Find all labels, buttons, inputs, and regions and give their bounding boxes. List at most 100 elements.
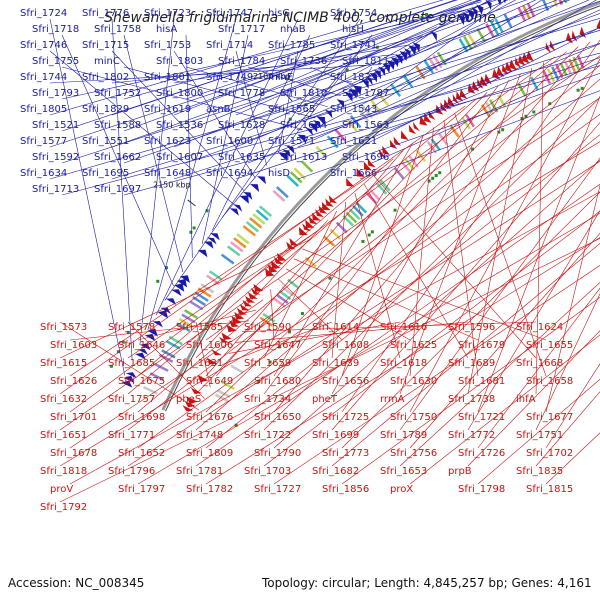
leader-line [285, 268, 411, 341]
forward-gene [197, 249, 208, 258]
gene-label: Sfri_1815 [526, 484, 573, 495]
cog-band [335, 221, 348, 234]
cog-band [221, 381, 235, 390]
leader-line [123, 0, 600, 164]
leader-line [366, 66, 373, 75]
gene-label: Sfri_1787 [342, 88, 389, 99]
gene-label: Sfri_1694 [206, 168, 253, 179]
cog-band [430, 138, 441, 151]
cog-band [377, 92, 389, 107]
gene-label: Sfri_1726 [458, 448, 505, 459]
cog-band [189, 300, 204, 311]
cog-band [369, 98, 382, 113]
leader-line [443, 120, 479, 377]
forward-gene [206, 237, 217, 245]
gene-label: Sfri_1573 [40, 322, 87, 333]
cog-band [183, 309, 199, 320]
leader-line [297, 73, 600, 180]
forward-gene [278, 152, 288, 162]
cog-band [329, 228, 342, 240]
reverse-gene [190, 387, 202, 395]
forward-gene [203, 241, 214, 249]
rna-marker [367, 233, 371, 237]
gene-label: Sfri_1738 [448, 394, 495, 405]
forward-gene [210, 233, 220, 241]
leader-line [331, 201, 346, 359]
gene-label: Sfri_1679 [458, 340, 505, 351]
cog-band [242, 225, 256, 237]
rna-marker [328, 276, 332, 280]
cog-band [259, 205, 273, 218]
leader-line [467, 210, 600, 431]
gene-label: hisD [268, 168, 290, 179]
gene-label: Sfri_1662 [94, 152, 141, 163]
gene-label: Sfri_1613 [280, 152, 327, 163]
leader-line [309, 43, 600, 164]
gene-label: Sfri_1621 [330, 136, 377, 147]
leader-line [49, 64, 381, 84]
reverse-gene [467, 83, 476, 94]
summary-text: Topology: circular; Length: 4,845,257 bp… [261, 576, 592, 590]
rna-marker [370, 230, 374, 234]
leader-line [241, 321, 537, 332]
cog-band [426, 140, 438, 154]
tick-mark [187, 199, 196, 207]
cog-band [517, 83, 527, 97]
gene-label: Sfri_1803 [156, 56, 203, 67]
cog-band [275, 186, 289, 199]
gene-label: Sfri_1592 [32, 152, 79, 163]
forward-gene [257, 176, 266, 185]
leader-line [359, 90, 600, 180]
gene-label: Sfri_1676 [186, 412, 233, 423]
gene-label: Sfri_1717 [218, 24, 265, 35]
cog-band [290, 171, 303, 184]
gene-label: Sfri_1753 [144, 40, 191, 51]
gene-label: Sfri_1639 [312, 358, 359, 369]
leader-line [545, 363, 600, 449]
cog-band [149, 372, 165, 381]
cog-band [489, 20, 500, 36]
rna-marker [234, 423, 238, 427]
tick-label: 2150 kbp [153, 181, 191, 190]
gene-label: Sfri_1631 [176, 358, 223, 369]
gene-label: Sfri_1810 [280, 88, 327, 99]
leader-line [297, 26, 438, 84]
forward-gene [171, 289, 182, 297]
leader-line [127, 98, 477, 395]
cog-band [438, 132, 449, 146]
leader-line [273, 264, 600, 485]
gene-label: Sfri_1718 [32, 24, 79, 35]
cog-band [178, 317, 193, 328]
gene-label: Sfri_1698 [118, 412, 165, 423]
cog-band [517, 7, 527, 22]
reverse-gene [356, 168, 365, 177]
gene-label: Sfri_1757 [108, 394, 155, 405]
leader-line [123, 66, 316, 119]
leader-line [205, 46, 579, 413]
gene-label: Sfri_1634 [20, 168, 67, 179]
gene-label: Sfri_1677 [526, 412, 573, 423]
gene-label: Sfri_1747 [206, 8, 253, 19]
gene-label: Sfri_1563 [342, 120, 389, 131]
gene-label: Sfri_1626 [50, 376, 97, 387]
cog-band [393, 167, 405, 180]
gene-label: Sfri_1701 [50, 412, 97, 423]
leader-line [59, 141, 600, 467]
gene-label: Sfri_1628 [218, 120, 265, 131]
leader-line [341, 297, 600, 485]
leader-line [235, 35, 423, 84]
cog-band [154, 362, 169, 372]
gene-label: Sfri_1697 [94, 184, 141, 195]
leader-line [409, 58, 600, 413]
gene-label: Sfri_1607 [156, 152, 203, 163]
gene-label: Sfri_1724 [20, 8, 67, 19]
leader-line [137, 113, 600, 449]
reverse-gene [459, 88, 468, 99]
rna-marker [109, 364, 113, 368]
cog-band [379, 179, 391, 192]
forward-gene [352, 85, 362, 96]
leader-line [69, 320, 249, 341]
cog-band [428, 57, 439, 72]
leader-line [205, 134, 600, 449]
